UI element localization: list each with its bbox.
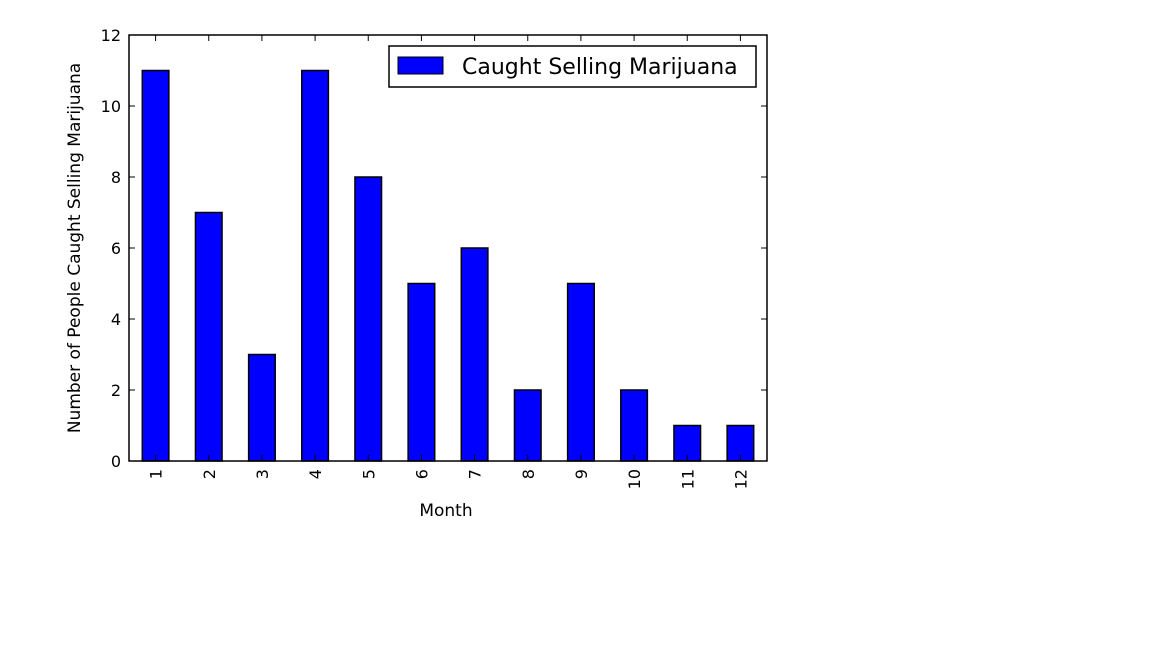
y-tick-labels: 0 2 4 6 8 10 12 — [101, 26, 121, 471]
bar-month-4 — [301, 69, 330, 462]
x-tick-label: 1 — [147, 469, 166, 479]
y-tick-label: 6 — [111, 239, 121, 258]
x-tick-label: 10 — [625, 469, 644, 489]
x-tick-label: 7 — [466, 469, 485, 479]
bar-month-2 — [194, 211, 223, 462]
bar-month-7 — [460, 247, 489, 462]
bar-month-10 — [620, 389, 649, 462]
legend: Caught Selling Marijuana — [388, 45, 757, 88]
plot-frame — [128, 34, 768, 462]
legend-box — [388, 45, 757, 88]
x-tick-label: 4 — [306, 469, 325, 479]
x-tick-label: 12 — [731, 469, 750, 489]
x-tick-label: 11 — [678, 469, 697, 489]
axis-ticks — [129, 34, 767, 462]
bar-month-3 — [247, 353, 276, 462]
x-tick-label: 6 — [412, 469, 431, 479]
x-tick-labels: 1 2 3 4 5 6 7 8 9 10 11 12 — [147, 469, 751, 489]
bar-month-6 — [407, 282, 436, 462]
bar-month-1 — [141, 69, 170, 462]
legend-label: Caught Selling Marijuana — [462, 55, 738, 80]
bars — [141, 69, 755, 462]
y-tick-label: 0 — [111, 452, 121, 471]
y-tick-label: 8 — [111, 168, 121, 187]
y-tick-label: 10 — [101, 97, 121, 116]
x-tick-label: 3 — [253, 469, 272, 479]
x-tick-label: 8 — [519, 469, 538, 479]
bar-month-5 — [354, 176, 383, 462]
y-tick-label: 4 — [111, 310, 121, 329]
y-tick-label: 12 — [101, 26, 121, 45]
x-tick-label: 9 — [572, 469, 591, 479]
x-tick-label: 2 — [200, 469, 219, 479]
bar-month-9 — [566, 282, 595, 462]
x-tick-label: 5 — [359, 469, 378, 479]
x-axis-label: Month — [419, 501, 472, 521]
legend-swatch — [397, 56, 444, 75]
bar-month-8 — [513, 389, 542, 462]
y-tick-label: 2 — [111, 381, 121, 400]
y-axis-label: Number of People Caught Selling Marijuan… — [65, 63, 85, 433]
